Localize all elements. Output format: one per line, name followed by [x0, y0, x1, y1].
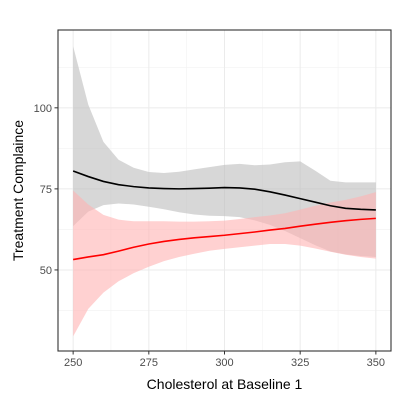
x-axis-title: Cholesterol at Baseline 1: [147, 376, 303, 392]
y-tick-label: 75: [40, 184, 52, 196]
x-tick-label: 300: [215, 357, 233, 369]
trend-line-2: [73, 217, 376, 261]
x-tick-label: 275: [140, 357, 158, 369]
y-tick-label: 50: [40, 265, 52, 277]
trend-line-1: [72, 170, 376, 211]
x-tick-label: 325: [291, 357, 309, 369]
plot-panel: [57, 29, 392, 352]
y-tick-label: 100: [34, 103, 52, 115]
x-tick-label: 350: [367, 357, 385, 369]
y-axis-title: Treatment Complaince: [10, 120, 26, 261]
axis-ticks: 250 275 300 325 350 50 75 100: [34, 103, 385, 369]
x-tick-label: 250: [64, 357, 82, 369]
confidence-band-1: [73, 46, 376, 257]
